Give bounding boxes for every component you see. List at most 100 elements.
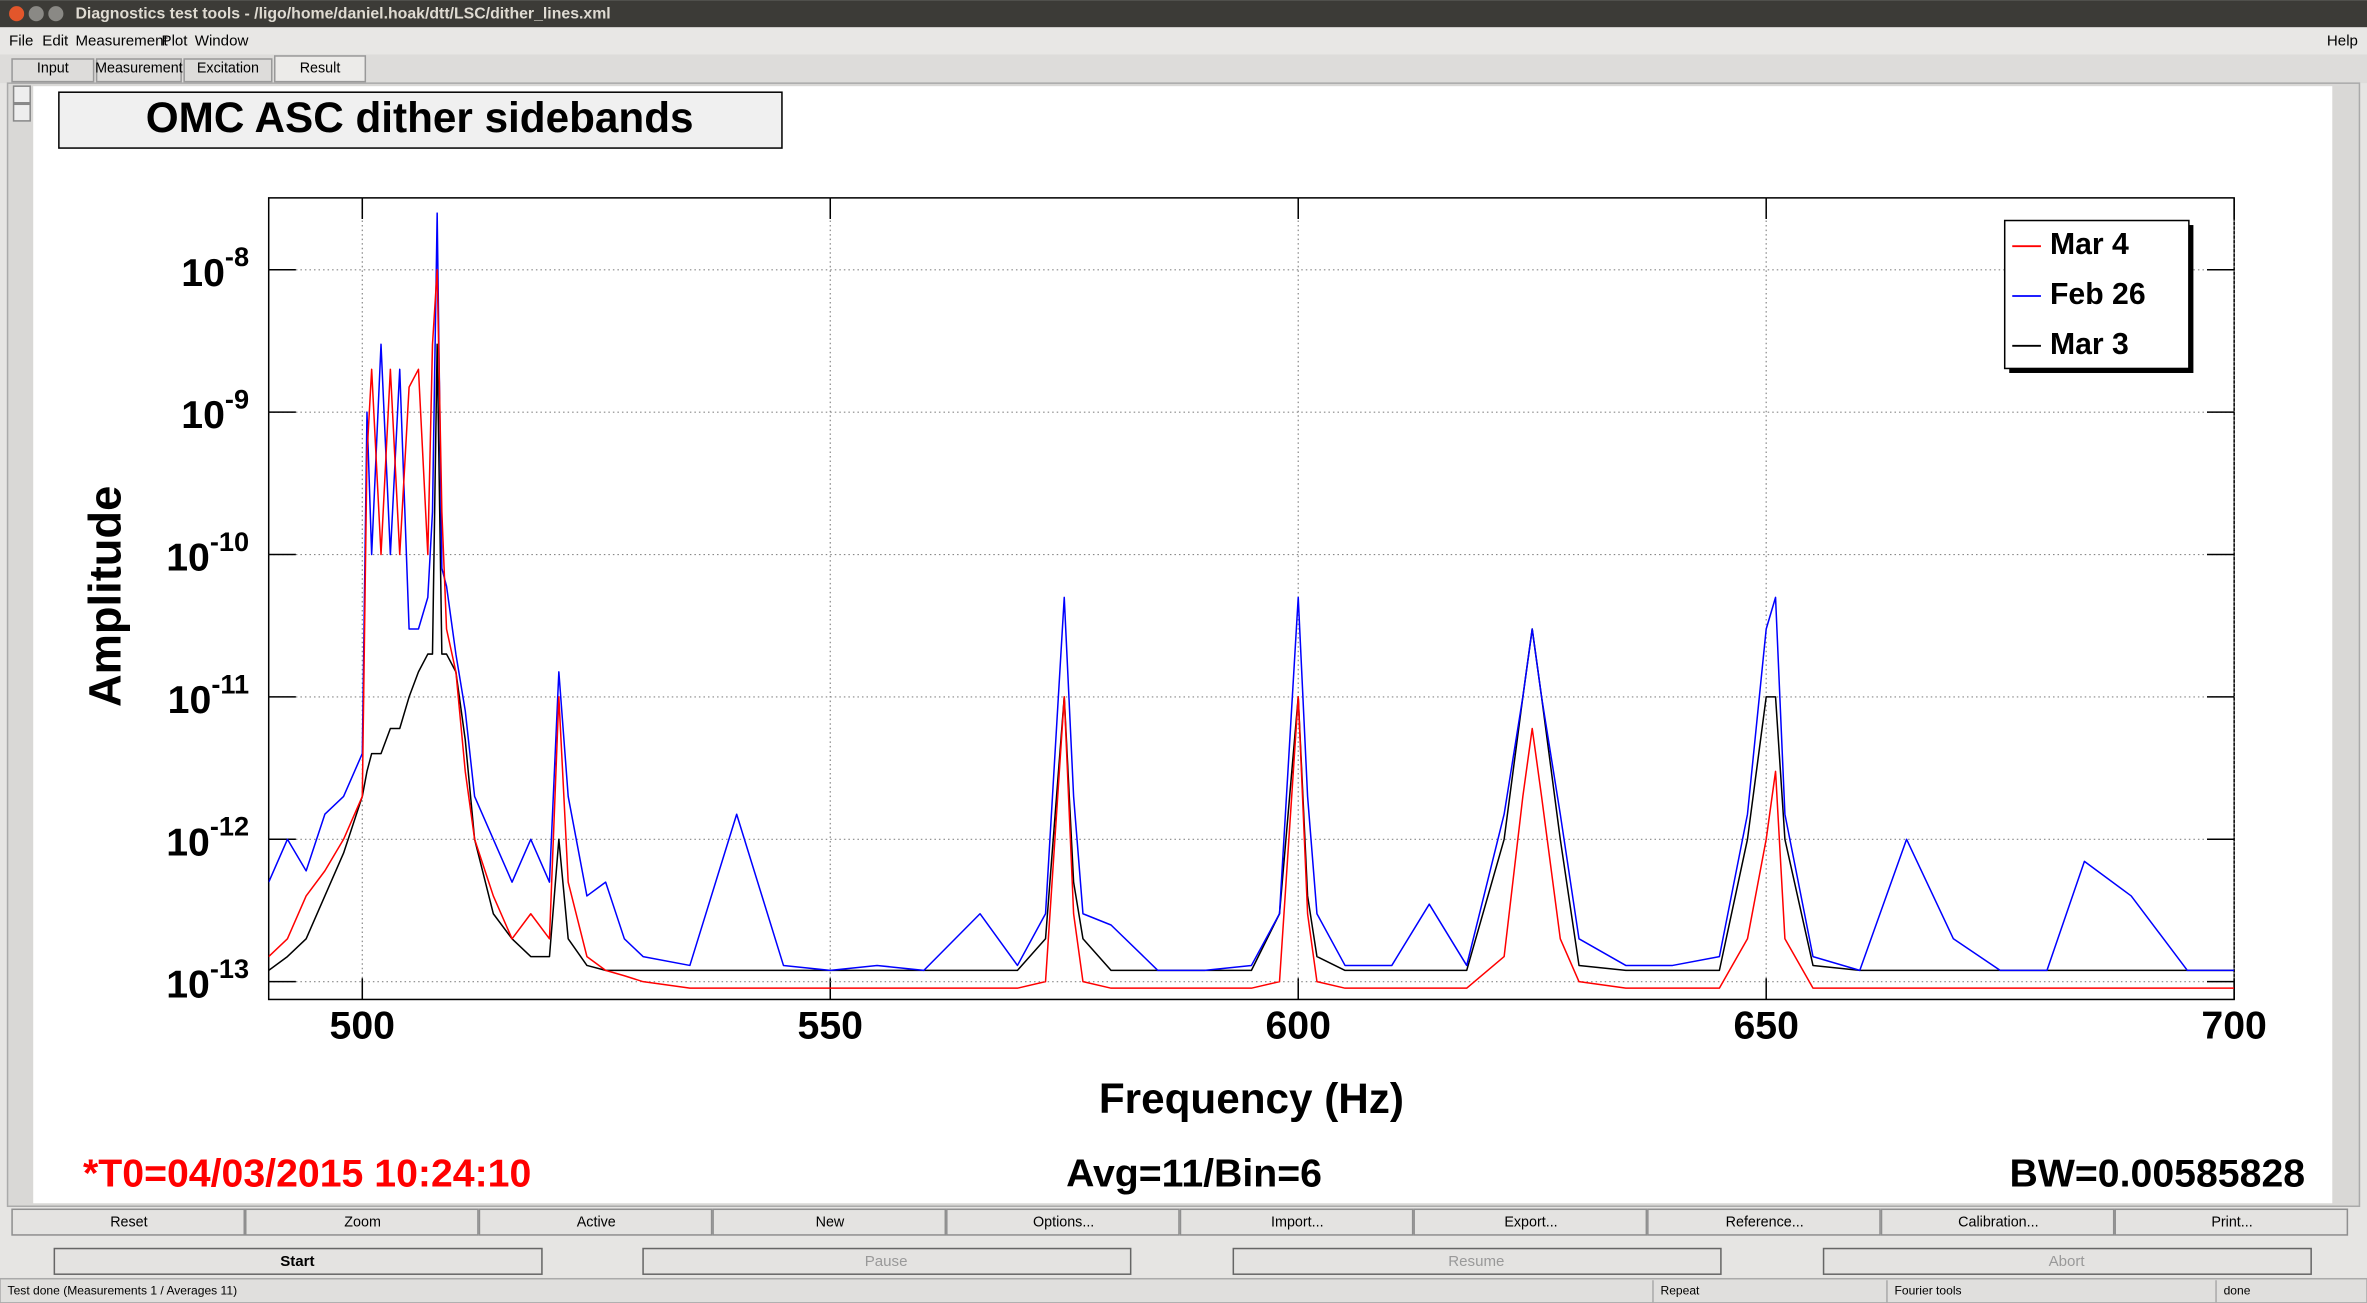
status-text: Test done (Measurements 1 / Averages 11) [8, 1284, 238, 1298]
bw-annotation: BW=0.00585828 [2010, 1151, 2306, 1195]
tab[interactable]: Measurement [95, 58, 183, 83]
t0-annotation: *T0=04/03/2015 10:24:10 [83, 1151, 531, 1195]
tab[interactable]: Result [273, 55, 367, 83]
status-text: Fourier tools [1895, 1284, 1962, 1298]
side-button[interactable] [12, 85, 31, 104]
x-axis-label: Frequency (Hz) [1099, 1075, 1404, 1122]
button-label: Zoom [344, 1215, 381, 1231]
button-face [53, 1247, 543, 1275]
y-tick-label: 10-13 [166, 953, 249, 1007]
toolbar-button[interactable]: New [712, 1208, 947, 1236]
tab-bar [0, 54, 2367, 84]
window-title: Diagnostics test tools - /ligo/home/dani… [75, 6, 610, 23]
button-face [946, 1208, 1180, 1236]
status-text: done [2224, 1284, 2251, 1298]
chart-title: OMC ASC dither sidebands [146, 94, 694, 141]
y-axis-label: Amplitude [80, 486, 131, 707]
x-tick-label: 600 [1265, 1003, 1330, 1047]
minimize-button[interactable] [28, 6, 44, 22]
toolbar-button[interactable]: Print... [2114, 1208, 2349, 1236]
tab-face [95, 58, 182, 83]
toolbar-button[interactable]: Import... [1179, 1208, 1414, 1236]
button-face [478, 1208, 713, 1236]
y-tick-label: 10-12 [166, 811, 249, 865]
maximize-button[interactable] [48, 6, 64, 22]
button-face [1822, 1247, 2312, 1275]
side-button[interactable] [12, 103, 31, 122]
series-line [268, 212, 2235, 972]
title-box [58, 91, 783, 149]
y-tick-label: 10-10 [166, 526, 249, 580]
status-text: Repeat [1661, 1284, 1701, 1298]
plot-frame [267, 197, 2235, 1001]
legend-label: Feb 26 [2050, 278, 2146, 311]
control-button[interactable]: Abort [1822, 1247, 2312, 1275]
tab-face [183, 58, 273, 83]
control-button[interactable]: Pause [642, 1247, 1132, 1275]
button-label: Calibration... [1958, 1215, 2038, 1231]
x-tick-label: 550 [798, 1003, 863, 1047]
toolbar-button[interactable]: Calibration... [1880, 1208, 2115, 1236]
tab[interactable]: Input [11, 58, 95, 83]
toolbar-button[interactable]: Options... [946, 1208, 1180, 1236]
menu-item[interactable]: Edit [42, 33, 69, 50]
button-face [1179, 1208, 1414, 1236]
toolbar-button[interactable]: Export... [1413, 1208, 1648, 1236]
plot-canvas [33, 86, 2333, 1204]
button-label: Start [280, 1253, 314, 1270]
status-bar [0, 1277, 2367, 1303]
legend [2003, 219, 2190, 370]
button-label: Print... [2211, 1215, 2252, 1231]
toolbar-button[interactable]: Reset [11, 1208, 246, 1236]
x-tick-label: 650 [1733, 1003, 1798, 1047]
button-label: Export... [1504, 1215, 1557, 1231]
tab-face [11, 58, 95, 83]
button-label: Reset [110, 1215, 147, 1231]
tab-label: Result [300, 61, 341, 77]
series-line [268, 343, 2235, 972]
button-face [1232, 1247, 1722, 1275]
menu-item[interactable]: File [9, 33, 33, 50]
tab[interactable]: Excitation [183, 58, 273, 83]
button-label: Pause [865, 1253, 908, 1270]
button-face [11, 1208, 246, 1236]
y-tick-label: 10-8 [181, 241, 249, 295]
menu-item[interactable]: Window [195, 33, 249, 50]
toolbar-button[interactable]: Reference... [1647, 1208, 1881, 1236]
toolbar-button[interactable]: Zoom [245, 1208, 479, 1236]
y-tick-label: 10-11 [168, 669, 249, 723]
legend-label: Mar 3 [2050, 328, 2129, 361]
button-face [2114, 1208, 2349, 1236]
button-label: Active [577, 1215, 616, 1231]
button-face [1413, 1208, 1648, 1236]
button-face [245, 1208, 479, 1236]
tab-label: Excitation [197, 61, 259, 77]
control-button[interactable]: Start [53, 1247, 543, 1275]
button-face [1647, 1208, 1881, 1236]
toolbar-button[interactable]: Active [478, 1208, 713, 1236]
button-label: Abort [2049, 1253, 2086, 1270]
legend-label: Mar 4 [2050, 228, 2129, 261]
button-label: Options... [1033, 1215, 1094, 1231]
menu-bar [0, 27, 2367, 55]
avg-annotation: Avg=11/Bin=6 [1066, 1151, 1322, 1195]
control-button[interactable]: Resume [1232, 1247, 1722, 1275]
button-face [712, 1208, 947, 1236]
button-face [1880, 1208, 2115, 1236]
menu-item[interactable]: Help [2327, 33, 2358, 50]
y-tick-label: 10-9 [181, 384, 249, 438]
close-button[interactable] [9, 6, 25, 22]
button-label: Reference... [1726, 1215, 1804, 1231]
x-tick-label: 500 [330, 1003, 395, 1047]
title-bar [0, 0, 2367, 28]
button-label: New [816, 1215, 845, 1231]
tab-label: Measurement [95, 61, 183, 77]
button-label: Import... [1271, 1215, 1324, 1231]
button-face [642, 1247, 1132, 1275]
tab-label: Input [37, 61, 69, 77]
menu-item[interactable]: Measurement [75, 33, 168, 50]
menu-item[interactable]: Plot [162, 33, 189, 50]
x-tick-label: 700 [2201, 1003, 2266, 1047]
